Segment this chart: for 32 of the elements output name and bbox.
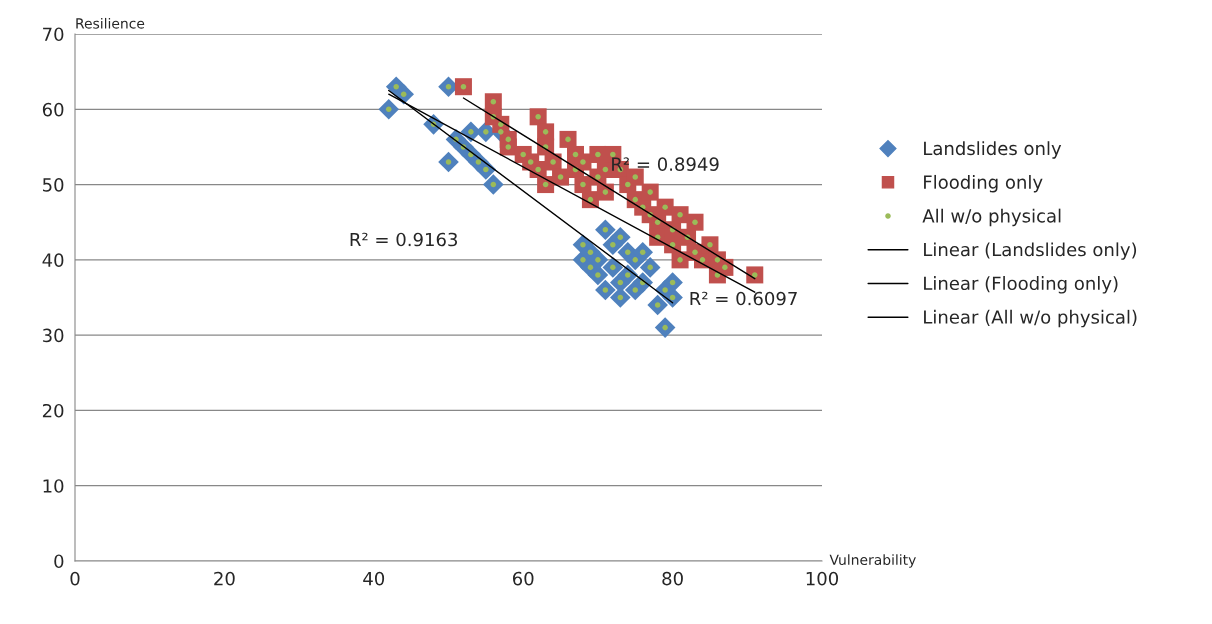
y-tick-label: 30 <box>42 328 64 343</box>
y-tick-label: 70 <box>43 27 64 42</box>
y-tick-label: 40 <box>42 253 64 267</box>
point <box>378 98 400 120</box>
x-tick-label: 40 <box>363 571 385 586</box>
legend-label: Linear (All w/o physical) <box>924 309 1137 328</box>
legend-label: Linear (Flooding only) <box>924 276 1118 294</box>
legend-label: All w/o physical <box>922 208 1061 227</box>
x-tick-label: 100 <box>806 571 839 586</box>
y-axis-title: Resilience <box>76 17 145 29</box>
point <box>610 226 631 248</box>
point <box>686 213 704 231</box>
x-tick-label: 60 <box>512 571 534 586</box>
annotation: R² = 0.9163 <box>350 232 458 247</box>
point <box>641 183 659 201</box>
x-tick-label: 20 <box>214 571 235 586</box>
legend-label: Landslides only <box>924 141 1062 159</box>
legend-label: Flooding only <box>924 174 1043 193</box>
y-tick-label: 60 <box>42 102 64 117</box>
x-tick-label: 80 <box>662 571 683 586</box>
point <box>632 242 654 263</box>
y-tick-label: 0 <box>54 554 64 569</box>
annotation: R² = 0.6097 <box>690 291 797 306</box>
point <box>454 78 472 96</box>
x-tick-label: 0 <box>70 571 80 586</box>
legend-label: Linear (Landslides only) <box>924 242 1137 260</box>
y-tick-label: 10 <box>43 479 64 493</box>
y-tick-label: 20 <box>42 403 64 418</box>
point <box>595 219 616 241</box>
annotation: R² = 0.8949 <box>612 157 719 171</box>
y-tick-label: 50 <box>43 178 64 192</box>
x-axis-title: Vulnerability <box>829 554 916 568</box>
